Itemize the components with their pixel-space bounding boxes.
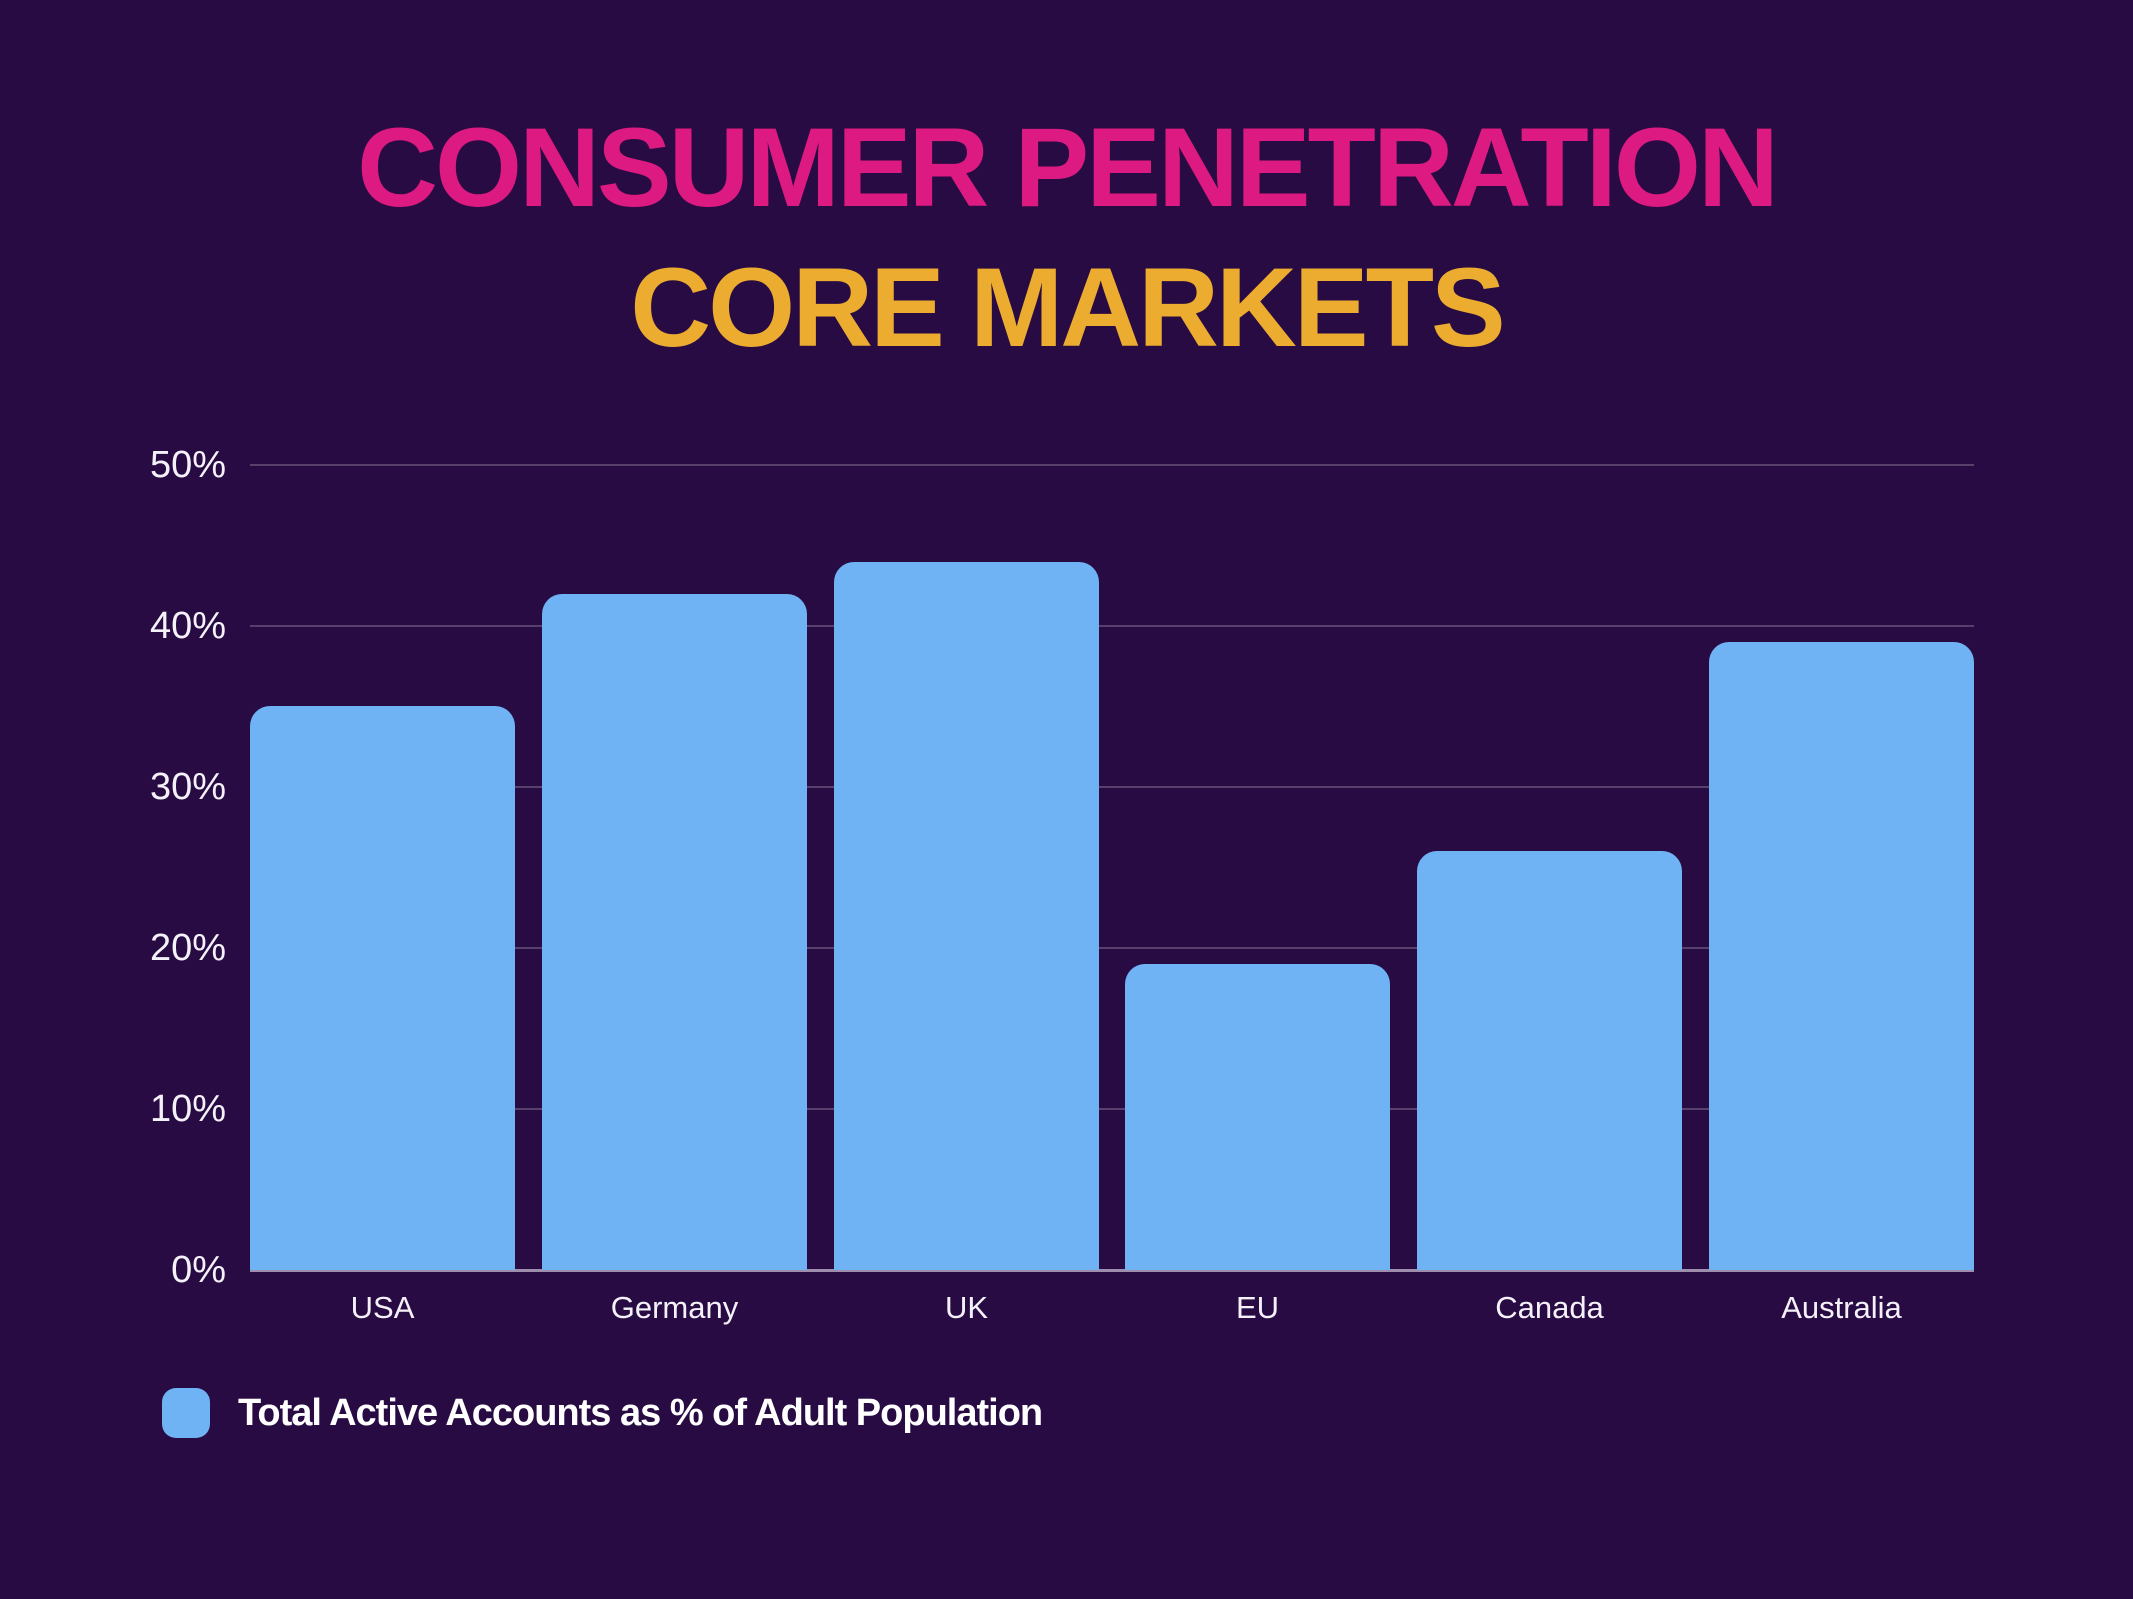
x-axis-category-label: EU (1235, 1290, 1280, 1325)
bar-germany (542, 594, 807, 1270)
chart-title-block: CONSUMER PENETRATION CORE MARKETS (0, 98, 2133, 378)
gridline-40 (250, 625, 1974, 627)
gridline-30 (250, 786, 1974, 788)
x-axis-category-label: Canada (1495, 1290, 1604, 1325)
y-axis-tick-label: 50% (149, 444, 226, 486)
bar-usa (250, 706, 515, 1270)
x-axis-category-label: Germany (610, 1290, 739, 1325)
bar-chart-plot-area: 50% 40% 30% 20% 10% 0% USA Germany UK EU Canada Aus… (150, 445, 1974, 1325)
legend-label: Total Active Accounts as % of Adult Popu… (238, 1391, 1043, 1434)
x-axis-category-label: USA (350, 1290, 415, 1325)
y-axis-tick-label: 0% (171, 1249, 226, 1291)
y-axis-tick-label: 40% (149, 605, 226, 647)
title-line-secondary: CORE MARKETS (630, 245, 1505, 370)
y-axis-tick-label: 10% (149, 1088, 226, 1130)
bar-uk (834, 562, 1099, 1270)
gridline-10 (250, 1108, 1974, 1110)
gridline-20 (250, 947, 1974, 949)
y-axis-tick-label: 20% (149, 927, 226, 969)
x-axis-category-label: UK (944, 1290, 989, 1325)
bar-australia (1709, 642, 1974, 1270)
y-axis-tick-label: 30% (149, 766, 226, 808)
gridline-50 (250, 464, 1974, 466)
bar-canada (1417, 851, 1682, 1270)
chart-legend: Total Active Accounts as % of Adult Popu… (162, 1388, 1043, 1438)
title-line-primary: CONSUMER PENETRATION (357, 105, 1779, 230)
x-axis-baseline (250, 1269, 1974, 1272)
legend-color-swatch (162, 1388, 210, 1438)
bar-eu (1125, 964, 1390, 1270)
x-axis-category-label: Australia (1781, 1290, 1902, 1325)
